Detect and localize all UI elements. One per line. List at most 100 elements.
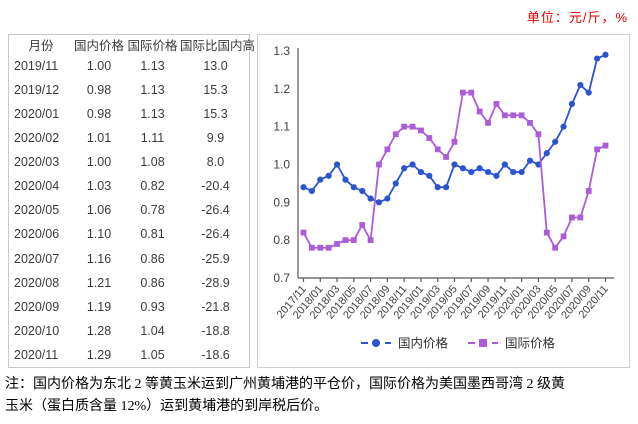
data-point-circle bbox=[484, 168, 492, 176]
legend-label: 国际价格 bbox=[505, 336, 556, 351]
table-row: 2020/09 1.19 0.93 -21.8 bbox=[9, 295, 251, 319]
data-point-square bbox=[510, 112, 517, 119]
table-cell: 1.00 bbox=[86, 59, 112, 74]
data-point-circle bbox=[476, 165, 483, 172]
table-cell: 2020/02 bbox=[14, 131, 60, 146]
data-point-circle bbox=[459, 165, 466, 172]
data-point-square bbox=[493, 101, 500, 107]
table-cell: -26.4 bbox=[201, 227, 230, 242]
data-point-square bbox=[594, 146, 601, 153]
table-cell: 2020/05 bbox=[14, 203, 60, 218]
table-cell: -18.6 bbox=[201, 347, 230, 362]
table-cell: 15.3 bbox=[203, 83, 228, 98]
table-body: 2019/11 1.00 1.13 13.0 2019/12 0.98 1.13 15.3 20… bbox=[9, 54, 251, 367]
table-cell: 2020/10 bbox=[14, 323, 60, 338]
data-point-square bbox=[459, 89, 466, 96]
table-cell: 1.05 bbox=[140, 347, 165, 362]
legend-label: 国内价格 bbox=[398, 336, 449, 351]
y-tick-label: 0.9 bbox=[273, 195, 290, 209]
data-point-circle bbox=[468, 168, 475, 176]
data-point-square bbox=[359, 222, 366, 228]
data-point-circle bbox=[577, 81, 584, 89]
table-cell: 1.28 bbox=[86, 323, 112, 338]
table-row: 2020/11 1.29 1.05 -18.6 bbox=[9, 343, 251, 367]
legend-marker-square-icon bbox=[479, 339, 487, 347]
legend-item-domestic: 国内价格 bbox=[361, 336, 449, 351]
data-point-circle bbox=[375, 199, 383, 206]
data-point-square bbox=[485, 119, 491, 126]
data-point-square bbox=[451, 138, 458, 145]
table-cell: -28.9 bbox=[201, 275, 230, 290]
table-cell: 1.03 bbox=[86, 179, 112, 194]
table-cell: -25.9 bbox=[201, 251, 230, 266]
data-point-circle bbox=[526, 157, 534, 164]
axes bbox=[297, 48, 614, 282]
table-row: 2020/08 1.21 0.86 -28.9 bbox=[9, 271, 251, 295]
data-point-square bbox=[384, 146, 391, 153]
table-cell: 0.98 bbox=[86, 83, 112, 98]
data-point-circle bbox=[568, 100, 576, 108]
table-row: 2020/01 0.98 1.13 15.3 bbox=[9, 102, 251, 126]
data-point-square bbox=[585, 188, 592, 194]
table-cell: 1.10 bbox=[86, 227, 112, 242]
y-tick-label: 1.1 bbox=[273, 120, 290, 134]
data-point-circle bbox=[510, 168, 517, 176]
data-point-circle bbox=[409, 161, 416, 168]
table-cell: 0.86 bbox=[140, 275, 165, 290]
table-cell: 1.06 bbox=[86, 203, 112, 218]
table-cell: 2020/03 bbox=[14, 155, 60, 170]
data-point-square bbox=[401, 123, 408, 130]
data-point-square bbox=[367, 237, 374, 244]
table-cell: 2020/04 bbox=[14, 179, 60, 194]
table-cell: 1.13 bbox=[140, 83, 165, 98]
data-point-circle bbox=[518, 168, 525, 176]
data-point-square bbox=[543, 229, 550, 236]
footnote: 注：国内价格为东北 2 等黄玉米运到广州黄埔港的平仓价，国际价格为美国墨西哥湾 … bbox=[5, 374, 635, 418]
data-point-circle bbox=[602, 51, 609, 58]
data-point-circle bbox=[543, 150, 550, 157]
table-row: 2020/06 1.10 0.81 -26.4 bbox=[9, 222, 251, 246]
table-cell: -18.8 bbox=[201, 323, 230, 338]
y-tick-label: 0.8 bbox=[273, 233, 290, 247]
data-point-circle bbox=[443, 184, 450, 191]
data-point-circle bbox=[434, 184, 441, 191]
table-cell: 1.04 bbox=[140, 323, 165, 338]
table-cell: 2020/11 bbox=[14, 347, 59, 362]
table-cell: 2019/11 bbox=[14, 59, 59, 74]
data-point-circle bbox=[501, 161, 508, 168]
domestic-series bbox=[300, 51, 609, 206]
footnote-line: 注：国内价格为东北 2 等黄玉米运到广州黄埔港的平仓价，国际价格为美国墨西哥湾 … bbox=[5, 377, 565, 392]
chart-box: 1.3 1.2 1.1 1.0 0.9 0.8 0.7 2017/11 2018/01 2018/… bbox=[257, 34, 630, 368]
table-row: 2020/04 1.03 0.82 -20.4 bbox=[9, 174, 251, 198]
data-point-square bbox=[334, 241, 340, 247]
table-cell: 2020/06 bbox=[14, 227, 60, 242]
data-point-square bbox=[527, 119, 533, 126]
table-cell: 2019/12 bbox=[14, 83, 60, 98]
table-header-cell: 国内价格 bbox=[73, 39, 124, 53]
unit-label: 单位：元/斤，% bbox=[526, 10, 628, 25]
data-point-square bbox=[308, 244, 315, 251]
data-point-square bbox=[476, 108, 483, 115]
table-cell: 1.01 bbox=[86, 131, 112, 146]
data-point-square bbox=[426, 135, 433, 141]
data-point-square bbox=[535, 131, 542, 138]
y-tick-label: 1.2 bbox=[273, 82, 290, 96]
series-line bbox=[303, 53, 606, 204]
table-row: 2020/07 1.16 0.86 -25.9 bbox=[9, 247, 251, 271]
table-cell: -21.8 bbox=[201, 299, 230, 314]
y-tick-label: 0.7 bbox=[273, 271, 290, 285]
table-cell: 0.98 bbox=[86, 107, 112, 122]
data-point-square bbox=[552, 244, 559, 251]
data-point-square bbox=[518, 112, 525, 119]
data-point-square bbox=[325, 244, 332, 251]
table-header-cell: 月份 bbox=[28, 39, 54, 53]
data-point-circle bbox=[585, 89, 592, 96]
data-point-square bbox=[342, 237, 349, 244]
table-header-cell: 国际价格 bbox=[127, 39, 178, 53]
table-cell: 1.13 bbox=[140, 107, 165, 122]
data-point-square bbox=[443, 154, 450, 160]
data-point-square bbox=[300, 229, 307, 236]
data-point-circle bbox=[493, 172, 500, 179]
data-point-square bbox=[560, 233, 567, 240]
